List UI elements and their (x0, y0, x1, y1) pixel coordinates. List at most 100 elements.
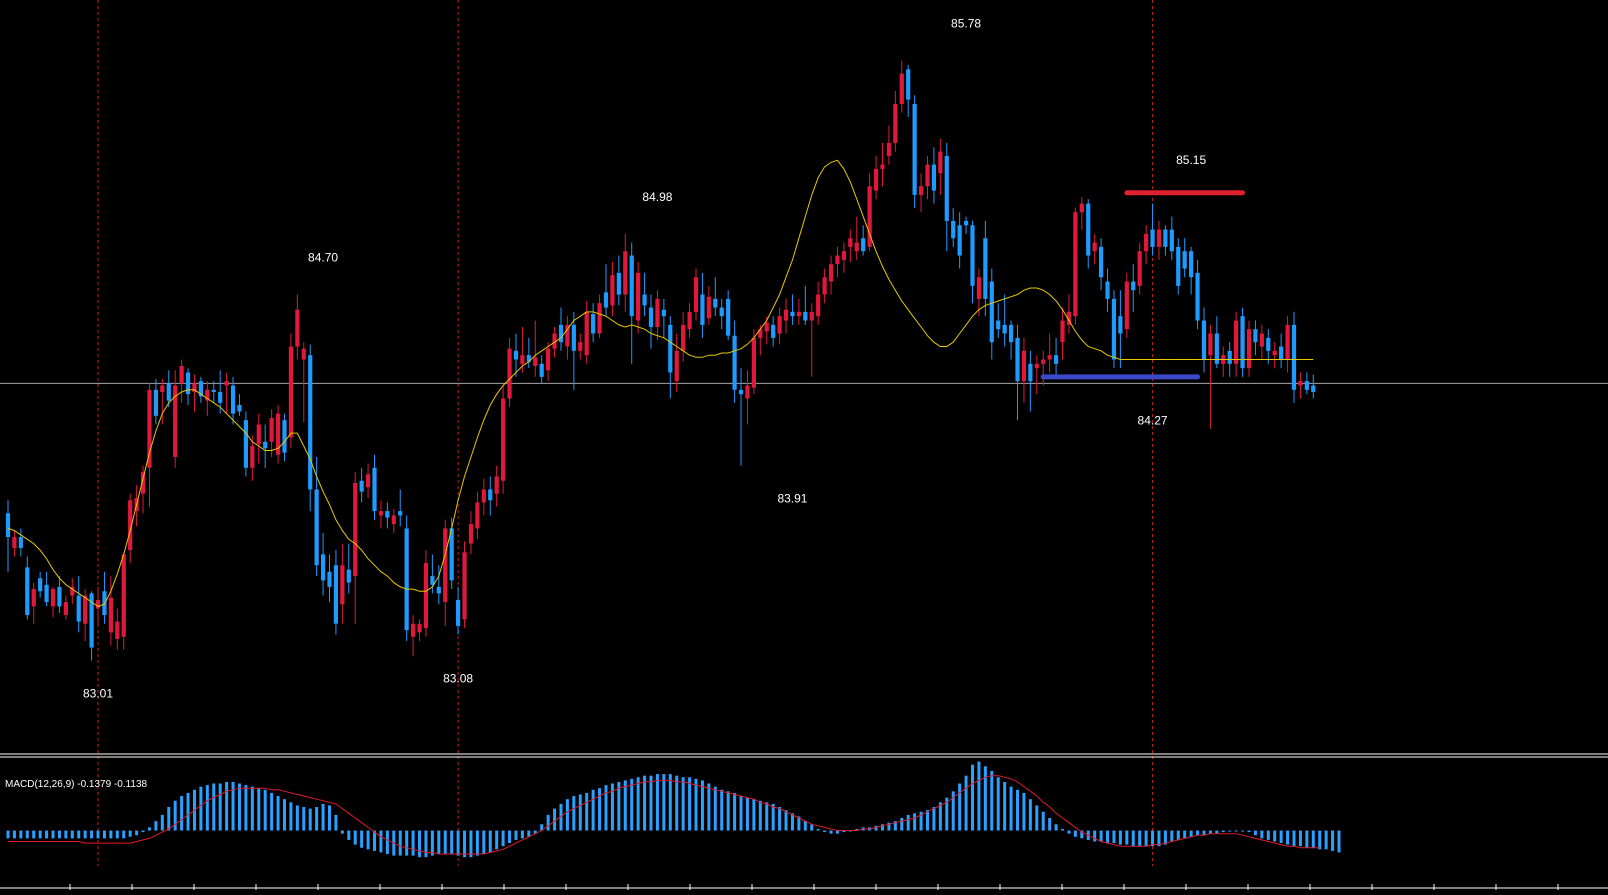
candle-body (854, 242, 859, 252)
macd-bar-206 (1331, 830, 1335, 851)
candle-body (777, 316, 782, 334)
candle-body (1227, 350, 1232, 364)
candle-23 (153, 378, 158, 425)
candle-96 (623, 233, 628, 312)
candle-body (1156, 229, 1162, 247)
macd-bar-22 (147, 827, 151, 831)
macd-bar-137 (887, 822, 891, 831)
macd-bar-199 (1286, 830, 1290, 845)
candle-83 (539, 355, 544, 384)
candlesticks (5, 60, 1316, 661)
candle-body (275, 413, 281, 455)
macd-bar-25 (167, 807, 171, 831)
candle-26 (173, 370, 178, 468)
candle-165 (1066, 294, 1072, 334)
candle-193 (1246, 320, 1252, 377)
candle-body (848, 238, 853, 247)
macd-bar-111 (720, 789, 724, 831)
candle-body (520, 355, 525, 364)
candle-80 (520, 327, 525, 373)
macd-bar-122 (790, 813, 794, 831)
candle-body (732, 335, 737, 390)
macd-bar-203 (1311, 830, 1315, 848)
candle-body (642, 294, 647, 306)
candle-body (481, 489, 486, 503)
macd-bar-79 (514, 830, 518, 840)
candle-body (546, 348, 551, 371)
macd-bar-120 (778, 807, 782, 831)
candle-body (166, 383, 171, 401)
macd-bar-149 (964, 775, 968, 831)
macd-bar-112 (726, 791, 730, 831)
candle-68 (443, 519, 448, 626)
candle-body (1214, 333, 1219, 364)
macd-bar-100 (649, 775, 653, 831)
candle-body (623, 251, 628, 295)
macd-bar-21 (141, 830, 145, 833)
candle-53 (346, 543, 351, 594)
candle-119 (771, 316, 776, 347)
candle-body (63, 602, 68, 616)
candle-body (1176, 246, 1181, 286)
candle-75 (488, 476, 493, 516)
candle-body (1259, 333, 1264, 347)
candle-38 (250, 435, 255, 481)
macd-bar-138 (893, 821, 897, 831)
candle-body (456, 599, 461, 626)
candle-body (931, 164, 937, 191)
candle-51 (333, 550, 339, 635)
moving-average (7, 159, 1314, 607)
candle-body (738, 389, 744, 395)
candle-142 (918, 173, 924, 213)
candle-body (758, 329, 763, 338)
candle-body (211, 389, 216, 392)
candle-183 (1182, 238, 1187, 278)
candle-body (1099, 246, 1104, 278)
candle-body (1002, 324, 1007, 334)
candle-121 (783, 298, 789, 334)
candle-21 (140, 465, 146, 514)
candle-151 (976, 268, 982, 317)
candle-24 (160, 378, 165, 425)
candle-95 (616, 255, 621, 306)
candle-body (571, 324, 576, 351)
macd-bar-110 (713, 786, 717, 831)
candle-body (989, 281, 994, 343)
candle-body (237, 404, 242, 412)
macd-bar-74 (482, 830, 486, 855)
macd-bar-62 (405, 830, 409, 856)
candle-159 (1028, 350, 1033, 412)
candle-163 (1053, 337, 1059, 377)
candle-135 (873, 155, 879, 200)
candle-16 (108, 576, 113, 646)
candle-body (327, 571, 332, 587)
candle-body (1208, 333, 1213, 356)
macd-bar-32 (212, 783, 216, 831)
macd-bar-3 (25, 830, 29, 839)
candle-97 (629, 242, 634, 364)
candle-178 (1150, 203, 1155, 256)
macd-bar-93 (604, 785, 608, 831)
candle-body (5, 513, 11, 538)
macd-bar-118 (765, 802, 769, 831)
candle-111 (719, 298, 724, 330)
candle-200 (1291, 311, 1297, 403)
candle-body (443, 528, 448, 603)
candle-124 (803, 285, 808, 325)
macd-bar-119 (771, 803, 775, 831)
session-dividers (97, 0, 1154, 866)
macd-bar-73 (475, 830, 479, 856)
candle-13 (89, 591, 94, 661)
candle-body (893, 103, 898, 143)
macd-bar-94 (610, 783, 614, 831)
candle-94 (610, 262, 615, 317)
macd-bar-71 (463, 830, 467, 858)
candle-body (983, 238, 988, 299)
candle-body (912, 103, 917, 195)
macd-histogram (6, 761, 1341, 858)
candle-77 (501, 385, 506, 494)
macd-bar-6 (45, 830, 49, 839)
candle-70 (456, 586, 461, 635)
macd-bar-174 (1125, 830, 1129, 845)
